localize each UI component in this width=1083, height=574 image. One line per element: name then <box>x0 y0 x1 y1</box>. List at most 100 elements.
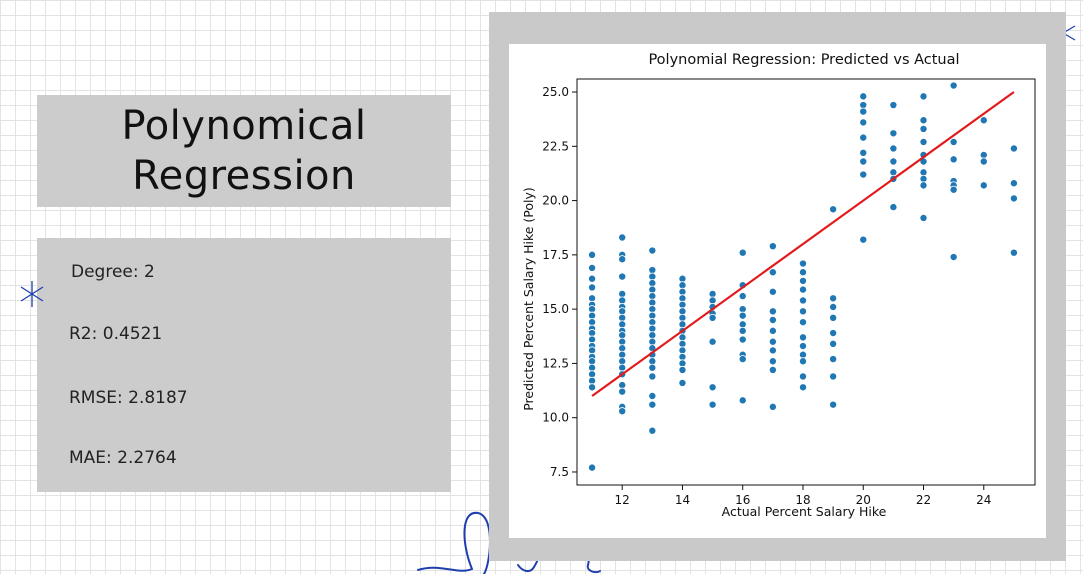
x-tick-label: 12 <box>615 493 630 507</box>
scatter-point <box>859 235 868 244</box>
scatter-point <box>949 137 958 146</box>
scatter-point <box>768 326 777 335</box>
scatter-point <box>738 311 747 320</box>
scatter-point <box>708 337 717 346</box>
scatter-point <box>1009 248 1018 257</box>
chart-canvas: Polynomial Regression: Predicted vs Actu… <box>509 44 1046 538</box>
metric-rmse: RMSE: 2.8187 <box>69 388 188 408</box>
x-tick-label: 24 <box>976 493 991 507</box>
x-tick-label: 22 <box>916 493 931 507</box>
scatter-point <box>979 181 988 190</box>
chart-frame: Polynomial Regression: Predicted vs Actu… <box>489 12 1066 561</box>
scatter-point <box>919 137 928 146</box>
scatter-point <box>768 402 777 411</box>
scatter-point <box>588 463 597 472</box>
scatter-point <box>768 268 777 277</box>
scatter-point <box>708 383 717 392</box>
y-tick-label: 15.0 <box>542 302 569 316</box>
scatter-point <box>648 246 657 255</box>
scatter-point <box>798 259 807 268</box>
sparkle-icon <box>20 281 44 307</box>
scatter-point <box>648 400 657 409</box>
scatter-point <box>798 285 807 294</box>
scatter-point <box>738 335 747 344</box>
y-tick-label: 20.0 <box>542 194 569 208</box>
y-tick-label: 12.5 <box>542 356 569 370</box>
scatter-point <box>798 342 807 351</box>
y-tick-label: 10.0 <box>542 411 569 425</box>
scatter-point <box>1009 144 1018 153</box>
scatter-point <box>859 118 868 127</box>
x-tick-label: 18 <box>795 493 810 507</box>
scatter-point <box>829 339 838 348</box>
scatter-point <box>588 383 597 392</box>
scatter-point <box>829 294 838 303</box>
scatter-point <box>798 318 807 327</box>
x-tick-label: 14 <box>675 493 690 507</box>
scatter-point <box>768 307 777 316</box>
scatter-point <box>859 170 868 179</box>
scatter-point <box>829 372 838 381</box>
scatter-point <box>798 372 807 381</box>
scatter-point <box>738 355 747 364</box>
scatter-point <box>889 157 898 166</box>
y-tick-label: 7.5 <box>550 465 569 479</box>
scatter-point <box>829 302 838 311</box>
y-tick-label: 17.5 <box>542 248 569 262</box>
scatter-point <box>859 92 868 101</box>
metrics-card: Degree: 2 R2: 0.4521 RMSE: 2.8187 MAE: 2… <box>37 238 451 492</box>
scatter-point <box>648 391 657 400</box>
scatter-point <box>979 157 988 166</box>
scatter-point <box>829 329 838 338</box>
y-tick-label: 25.0 <box>542 85 569 99</box>
scatter-point <box>798 357 807 366</box>
scatter-point <box>768 346 777 355</box>
scatter-point <box>889 129 898 138</box>
scatter-point <box>949 253 958 262</box>
fit-line <box>591 91 1015 397</box>
scatter-point <box>708 400 717 409</box>
scatter-point <box>979 116 988 125</box>
scatter-point <box>829 313 838 322</box>
scatter-point <box>618 387 627 396</box>
plot-frame <box>576 78 1036 486</box>
scatter-point <box>618 233 627 242</box>
scatter-point <box>588 263 597 272</box>
scatter-point <box>829 205 838 214</box>
scatter-point <box>798 268 807 277</box>
scatter-point <box>889 144 898 153</box>
scatter-point <box>859 148 868 157</box>
y-tick-label: 22.5 <box>542 139 569 153</box>
scatter-point <box>648 363 657 372</box>
x-tick-label: 16 <box>735 493 750 507</box>
slide-title-line1: Polynomical <box>121 103 367 149</box>
scatter-point <box>618 407 627 416</box>
scatter-point <box>738 248 747 257</box>
scatter-point <box>738 326 747 335</box>
scatter-point <box>859 107 868 116</box>
scatter-point <box>798 333 807 342</box>
scatter-point <box>708 313 717 322</box>
scatter-point <box>738 396 747 405</box>
x-tick-label: 20 <box>856 493 871 507</box>
metric-mae: MAE: 2.2764 <box>69 448 177 468</box>
metric-degree: Degree: 2 <box>71 262 155 282</box>
scatter-point <box>768 365 777 374</box>
scatter-point <box>618 255 627 264</box>
x-axis-label: Actual Percent Salary Hike <box>722 504 887 519</box>
scatter-point <box>919 181 928 190</box>
scatter-point <box>919 92 928 101</box>
scatter-point <box>588 283 597 292</box>
scatter-point <box>768 357 777 366</box>
scatter-point <box>829 400 838 409</box>
scatter-point <box>588 274 597 283</box>
scatter-point <box>949 81 958 90</box>
scatter-point <box>1009 194 1018 203</box>
scatter-point <box>889 101 898 110</box>
scatter-point <box>738 292 747 301</box>
scatter-point <box>859 133 868 142</box>
scatter-point <box>829 355 838 364</box>
scatter-point <box>919 213 928 222</box>
scatter-point <box>618 272 627 281</box>
chart-points <box>588 81 1018 472</box>
